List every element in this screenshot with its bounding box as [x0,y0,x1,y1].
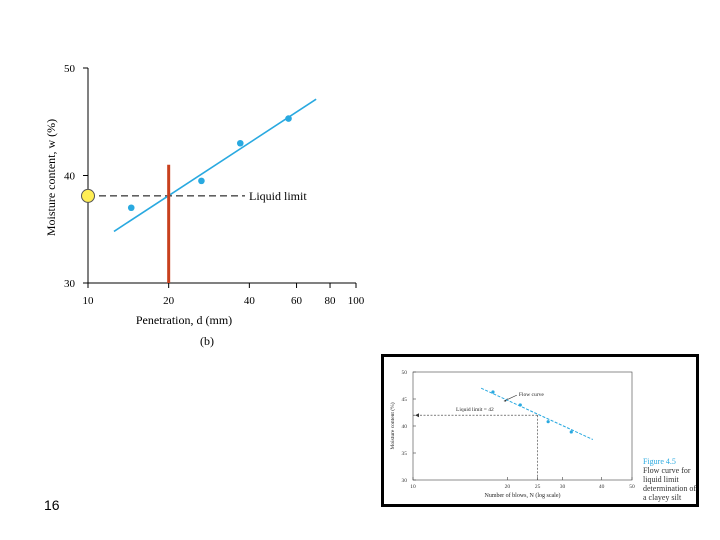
inset-annotations: Liquid limit = 42 Flow curve [413,392,544,480]
inset-x-tick-label: 40 [599,484,605,490]
figure-caption-line: a clayey silt [643,493,682,502]
figure-caption-line: determination of [643,484,697,493]
inset-ticks: 30 35 40 45 50 10 20 25 30 40 50 [402,370,636,490]
y-tick-label: 40 [64,171,76,183]
inset-x-tick-label: 10 [410,484,416,490]
data-point [198,177,205,185]
inset-figure: 30 35 40 45 50 10 20 25 30 40 50 Liquid limit = 42… [381,354,699,507]
inset-data-point [491,390,495,394]
main-annotations: Liquid limit [88,189,307,203]
x-tick-label: 20 [163,295,175,307]
inset-flow-curve-line [480,387,594,440]
inset-y-tick-label: 40 [402,424,408,430]
liquid-limit-label: Liquid limit [249,189,307,203]
figure-caption: Figure 4.5 Flow curve for liquid limit d… [643,457,699,502]
x-tick-label: 40 [244,295,256,307]
inset-x-tick-label: 25 [535,484,541,490]
inset-y-tick-label: 45 [402,397,408,403]
inset-y-tick-label: 30 [402,478,408,484]
liquid-limit-highlight-point [81,188,95,203]
inset-x-tick-label: 50 [629,484,635,490]
inset-y-axis-label: Moisture content (%) [389,402,396,449]
main-ticks: 30 40 50 10 20 40 60 80 100 [64,63,365,307]
inset-chart: 30 35 40 45 50 10 20 25 30 40 50 Liquid limit = 42… [389,370,636,499]
inset-x-axis-label: Number of blows, N (log scale) [485,492,561,499]
y-tick-label: 50 [64,63,76,75]
best-fit-line [113,98,317,233]
inset-liquid-limit-arrowhead [415,413,419,418]
y-axis-label: Moisture content, w (%) [44,119,58,236]
inset-plot-frame [412,371,633,481]
slide-number: 16 [44,497,60,513]
chart-subtitle: (b) [200,334,214,348]
data-point [236,139,244,147]
inset-axes [412,371,633,481]
inset-y-tick-label: 50 [402,370,408,376]
inset-data-point [569,430,573,434]
figure-caption-line: liquid limit [643,475,679,484]
main-marks [81,98,317,283]
main-chart: 30 40 50 10 20 40 60 80 100 Liquid limit Moistur… [44,63,365,348]
inset-liquid-limit-label: Liquid limit = 42 [456,407,494,413]
inset-marks [480,387,594,440]
x-tick-label: 80 [325,295,337,307]
inset-x-tick-label: 30 [560,484,566,490]
inset-data-point [546,420,550,424]
figure-caption-title: Figure 4.5 [643,457,676,466]
x-axis-label: Penetration, d (mm) [136,313,232,327]
y-tick-label: 30 [64,278,76,290]
data-point [285,115,292,122]
x-tick-label: 100 [348,295,365,307]
inset-flow-curve-label: Flow curve [519,392,544,398]
x-tick-label: 10 [83,295,95,307]
x-tick-label: 60 [291,295,303,307]
figure-caption-line: Flow curve for [643,466,691,475]
data-point [127,204,135,212]
inset-y-tick-label: 35 [402,451,408,457]
inset-x-tick-label: 20 [505,484,511,490]
inset-data-point [518,403,522,407]
